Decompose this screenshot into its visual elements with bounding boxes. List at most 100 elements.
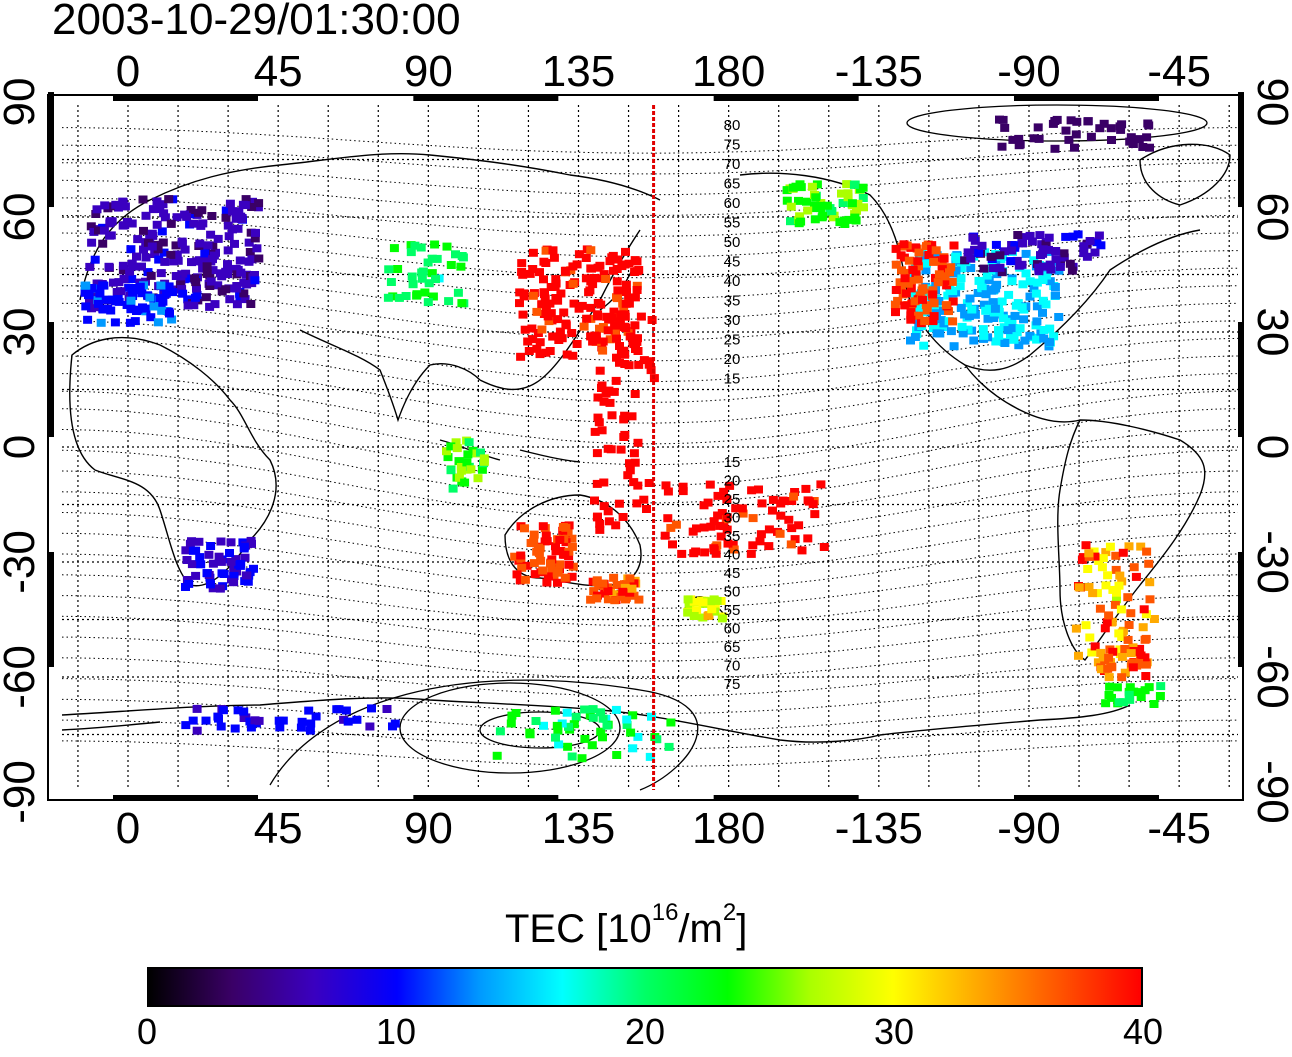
- tec-cell: [1116, 125, 1126, 134]
- tec-cell: [598, 733, 607, 742]
- tec-cell: [228, 225, 237, 234]
- tec-cell: [296, 723, 306, 732]
- tec-cell: [612, 353, 621, 362]
- tec-cell: [1039, 326, 1049, 334]
- tec-cell: [1115, 571, 1125, 580]
- tec-cell: [1139, 605, 1149, 614]
- tec-cell: [250, 234, 260, 243]
- tec-cell: [678, 482, 688, 491]
- tec-cell: [152, 197, 162, 206]
- tec-cell: [1045, 324, 1055, 333]
- tec-cell: [554, 740, 564, 749]
- tec-cell: [184, 579, 194, 588]
- tec-cell: [105, 202, 115, 211]
- tec-cell: [1051, 247, 1061, 255]
- tec-cell: [1105, 542, 1115, 551]
- frame-bar-bottom: [713, 795, 859, 801]
- tec-cell: [477, 465, 487, 474]
- tec-cell: [248, 197, 257, 206]
- top-longitude-label: -45: [1147, 47, 1211, 96]
- tec-cell: [948, 317, 958, 326]
- tec-cell: [559, 308, 569, 317]
- tec-cell: [167, 315, 177, 324]
- tec-cell: [81, 281, 91, 290]
- contour-label: 65: [724, 176, 741, 193]
- tec-cell: [986, 252, 996, 261]
- tec-cell: [1032, 335, 1042, 344]
- tec-cell: [1038, 308, 1047, 317]
- tec-cell: [1054, 313, 1064, 321]
- tec-cell: [934, 297, 944, 305]
- tec-cell: [595, 525, 605, 534]
- tec-cell: [1138, 623, 1148, 632]
- tec-cell: [537, 325, 547, 334]
- tec-cell: [663, 487, 673, 496]
- tec-cell: [908, 266, 918, 275]
- tec-cell: [634, 595, 644, 604]
- tec-cell: [577, 754, 587, 763]
- tec-cell: [189, 301, 199, 310]
- tec-cell: [944, 307, 953, 316]
- tec-cell: [914, 248, 924, 257]
- tec-cell: [339, 715, 349, 724]
- tec-cell: [150, 250, 160, 258]
- tec-cell: [1045, 338, 1055, 347]
- mag-contour: [61, 615, 1239, 662]
- tec-cell: [304, 706, 314, 715]
- tec-cell: [709, 517, 719, 526]
- tec-cell: [602, 721, 612, 730]
- tec-cell: [900, 274, 910, 283]
- bottom-longitude-label: 45: [254, 804, 303, 853]
- tec-cell: [1084, 582, 1094, 591]
- tec-cell: [524, 347, 534, 355]
- tec-cell: [603, 587, 613, 595]
- tec-cell: [205, 302, 215, 311]
- tec-cell: [963, 248, 973, 257]
- tec-cell: [190, 274, 200, 283]
- tec-cell: [343, 717, 353, 726]
- tec-cell: [427, 254, 437, 263]
- tec-cell: [612, 334, 621, 343]
- tec-cell: [616, 445, 626, 454]
- tec-cell: [453, 288, 463, 297]
- frame-bar-top: [1013, 95, 1159, 101]
- tec-cell: [215, 584, 225, 593]
- tec-cell: [463, 450, 473, 459]
- tec-cell: [555, 327, 565, 336]
- contour-label: 55: [724, 602, 741, 619]
- bottom-longitude-label: 90: [404, 804, 453, 853]
- tec-cell: [668, 540, 677, 549]
- tec-cell: [1085, 237, 1095, 245]
- contour-label: 80: [724, 117, 741, 134]
- tec-cell: [126, 296, 136, 305]
- map-timestamp-title: 2003-10-29/01:30:00: [52, 0, 461, 44]
- tec-cell: [546, 283, 556, 291]
- tec-cell: [593, 312, 603, 321]
- mag-pole-contour: [269, 679, 699, 791]
- tec-cell: [1103, 664, 1113, 673]
- tec-cell: [147, 242, 157, 251]
- tec-cell: [1134, 659, 1144, 667]
- tec-cell: [757, 499, 767, 508]
- tec-cell: [782, 186, 792, 195]
- tec-cell: [541, 348, 551, 357]
- tec-cell: [896, 282, 906, 291]
- tec-cell: [914, 262, 923, 271]
- contour-label: 20: [724, 473, 741, 490]
- frame-bar-top: [713, 95, 859, 101]
- tec-cell: [188, 716, 198, 725]
- tec-cell: [555, 560, 565, 569]
- tec-cell: [569, 299, 579, 308]
- tec-cell: [592, 576, 602, 585]
- tec-cell: [616, 347, 626, 356]
- tec-cell: [201, 293, 211, 302]
- tec-cell: [920, 317, 930, 326]
- tec-cell: [539, 275, 548, 284]
- tec-cell: [407, 272, 417, 281]
- tec-cell: [625, 332, 635, 341]
- tec-cell: [1068, 232, 1078, 241]
- tec-cell: [1051, 255, 1061, 264]
- mag-contour: [62, 595, 1238, 644]
- coastline: [739, 172, 1201, 371]
- tec-cell: [553, 315, 563, 324]
